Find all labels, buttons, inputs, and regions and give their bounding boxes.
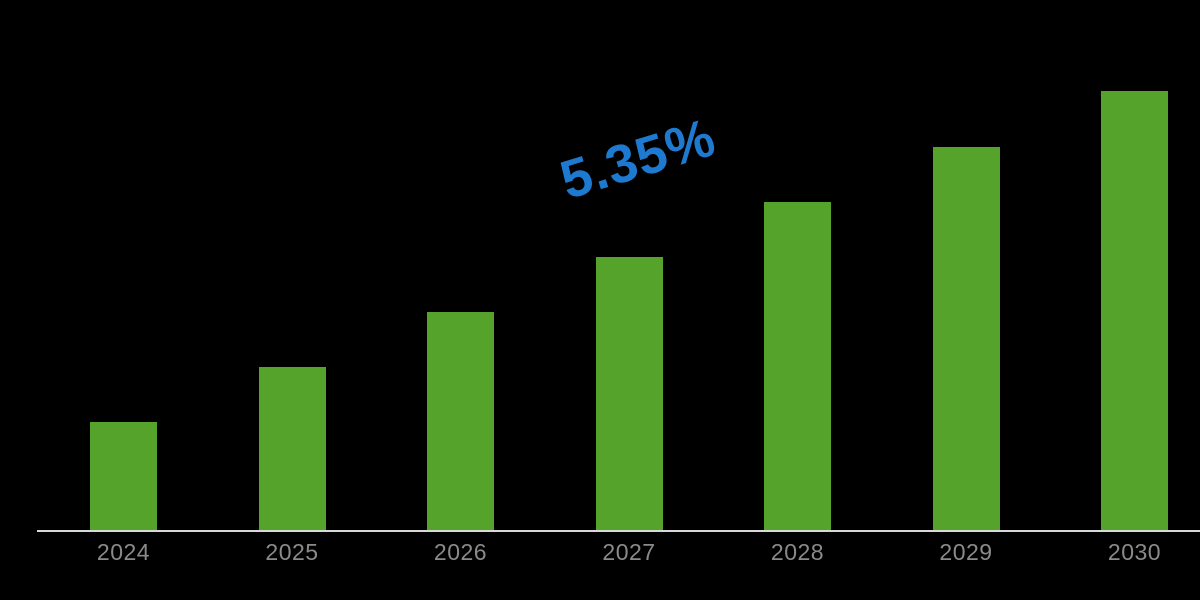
bar-2028 xyxy=(764,202,831,531)
bar-2024 xyxy=(90,422,157,531)
bar-2030 xyxy=(1101,91,1168,531)
x-tick-label-2026: 2026 xyxy=(433,539,488,565)
x-axis-line xyxy=(37,530,1200,532)
bar-2027 xyxy=(595,257,663,531)
bar-2026 xyxy=(427,312,494,531)
x-tick-label-2027: 2027 xyxy=(602,539,656,565)
x-tick-label-2029: 2029 xyxy=(939,539,993,565)
x-tick-label-2030: 2030 xyxy=(1107,539,1162,565)
x-tick-label-2024: 2024 xyxy=(96,539,151,565)
x-tick-label-2028: 2028 xyxy=(770,539,825,565)
bar-2025 xyxy=(258,367,326,531)
bar-2029 xyxy=(932,147,1000,531)
cagr-annotation-label: 5.35% xyxy=(553,107,723,211)
x-tick-label-2025: 2025 xyxy=(265,539,319,565)
